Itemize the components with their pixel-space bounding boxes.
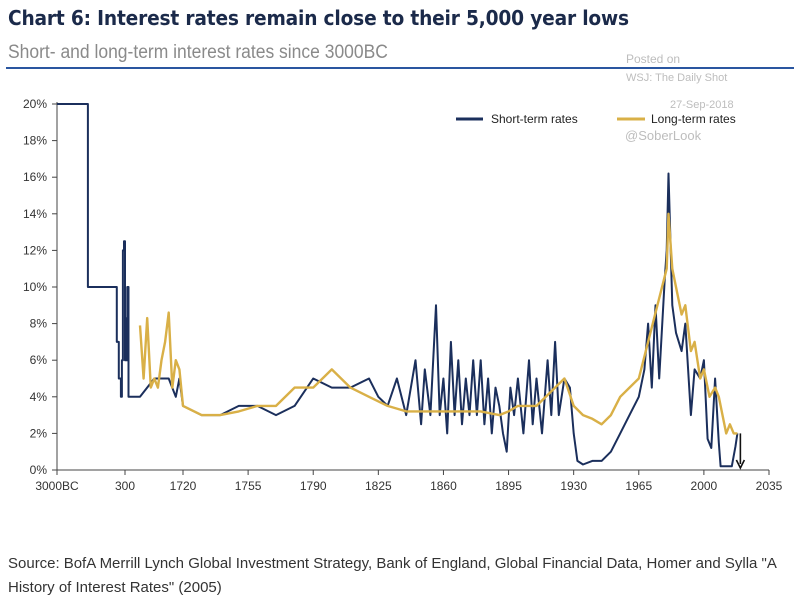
x-tick-label: 300 [115,479,135,493]
y-tick-label: 18% [23,134,47,148]
arrow-head [735,459,746,470]
y-axis: 0% 2% 4% 6% 8% 10% 12% 14% 16% 18% 20% [23,97,58,477]
watermark-date: 27-Sep-2018 [670,99,734,111]
y-tick-label: 20% [23,97,47,111]
source-note: Source: BofA Merrill Lynch Global Investm… [8,552,793,600]
short-term-rates-line [57,103,739,468]
x-tick-label: 2035 [756,479,783,493]
watermark-handle: @SoberLook [625,128,702,143]
x-tick-label: 3000BC [35,479,79,493]
y-tick-label: 16% [23,170,47,184]
y-tick-label: 8% [30,317,48,331]
y-tick-label: 0% [30,463,48,477]
watermark-source: WSJ: The Daily Shot [626,72,728,84]
x-tick-label: 1930 [560,479,587,493]
chart-subtitle: Short- and long-term interest rates sinc… [8,42,388,63]
plot-series [57,103,739,468]
x-tick-label: 1860 [430,479,457,493]
legend-label-short: Short-term rates [491,112,578,126]
x-tick-label: 1965 [625,479,652,493]
title-rule [6,67,794,69]
long-term-rates-line [138,212,738,435]
legend-label-long: Long-term rates [651,112,736,126]
y-tick-label: 10% [23,280,47,294]
x-tick-label: 1825 [365,479,392,493]
y-tick-label: 4% [30,390,48,404]
y-tick-label: 6% [30,353,48,367]
x-tick-label: 1895 [495,479,522,493]
y-tick-label: 2% [30,426,48,440]
chart-title: Chart 6: Interest rates remain close to … [8,6,629,30]
watermark-posted-on: Posted on [626,52,681,66]
x-tick-label: 1790 [300,479,327,493]
legend: Short-term rates Long-term rates [456,112,736,126]
x-tick-label: 2000 [691,479,718,493]
y-tick-label: 12% [23,243,47,257]
x-axis: 3000BC 300 1720 1755 1790 1825 1860 1895 1930 196… [35,469,783,493]
source-text: BofA Merrill Lynch Global Investment Str… [8,555,777,596]
latest-value-arrow [735,433,746,470]
x-tick-label: 1720 [170,479,197,493]
y-tick-label: 14% [23,207,47,221]
source-prefix: Source: [8,555,60,572]
x-tick-label: 1755 [235,479,262,493]
